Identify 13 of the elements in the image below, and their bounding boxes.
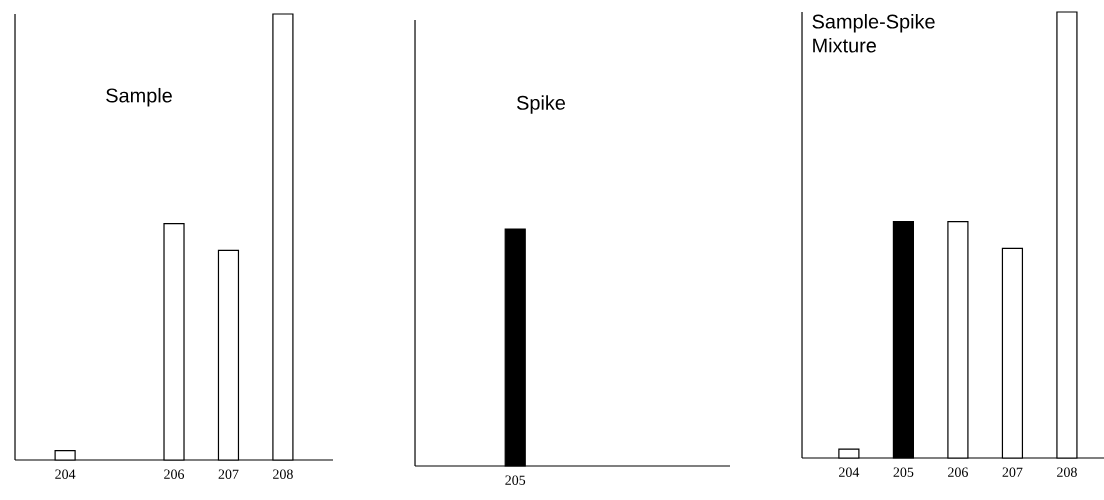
x-tick-label: 204 [55, 469, 76, 479]
x-tick-label: 207 [1002, 467, 1023, 477]
x-tick-label: 206 [164, 469, 185, 479]
chart-title: Spike [517, 95, 566, 114]
x-tick-label: 205 [893, 467, 914, 477]
x-tick-label: 208 [1057, 467, 1077, 477]
x-tick-label: 204 [839, 467, 860, 477]
text: Sample-Spike Mixture [812, 13, 935, 53]
x-tick-label: 208 [273, 469, 293, 479]
x-tick-label: 205 [505, 475, 526, 485]
x-tick-label: 207 [218, 469, 239, 479]
x-tick-label: 206 [948, 467, 968, 477]
text: Sample [106, 87, 172, 107]
